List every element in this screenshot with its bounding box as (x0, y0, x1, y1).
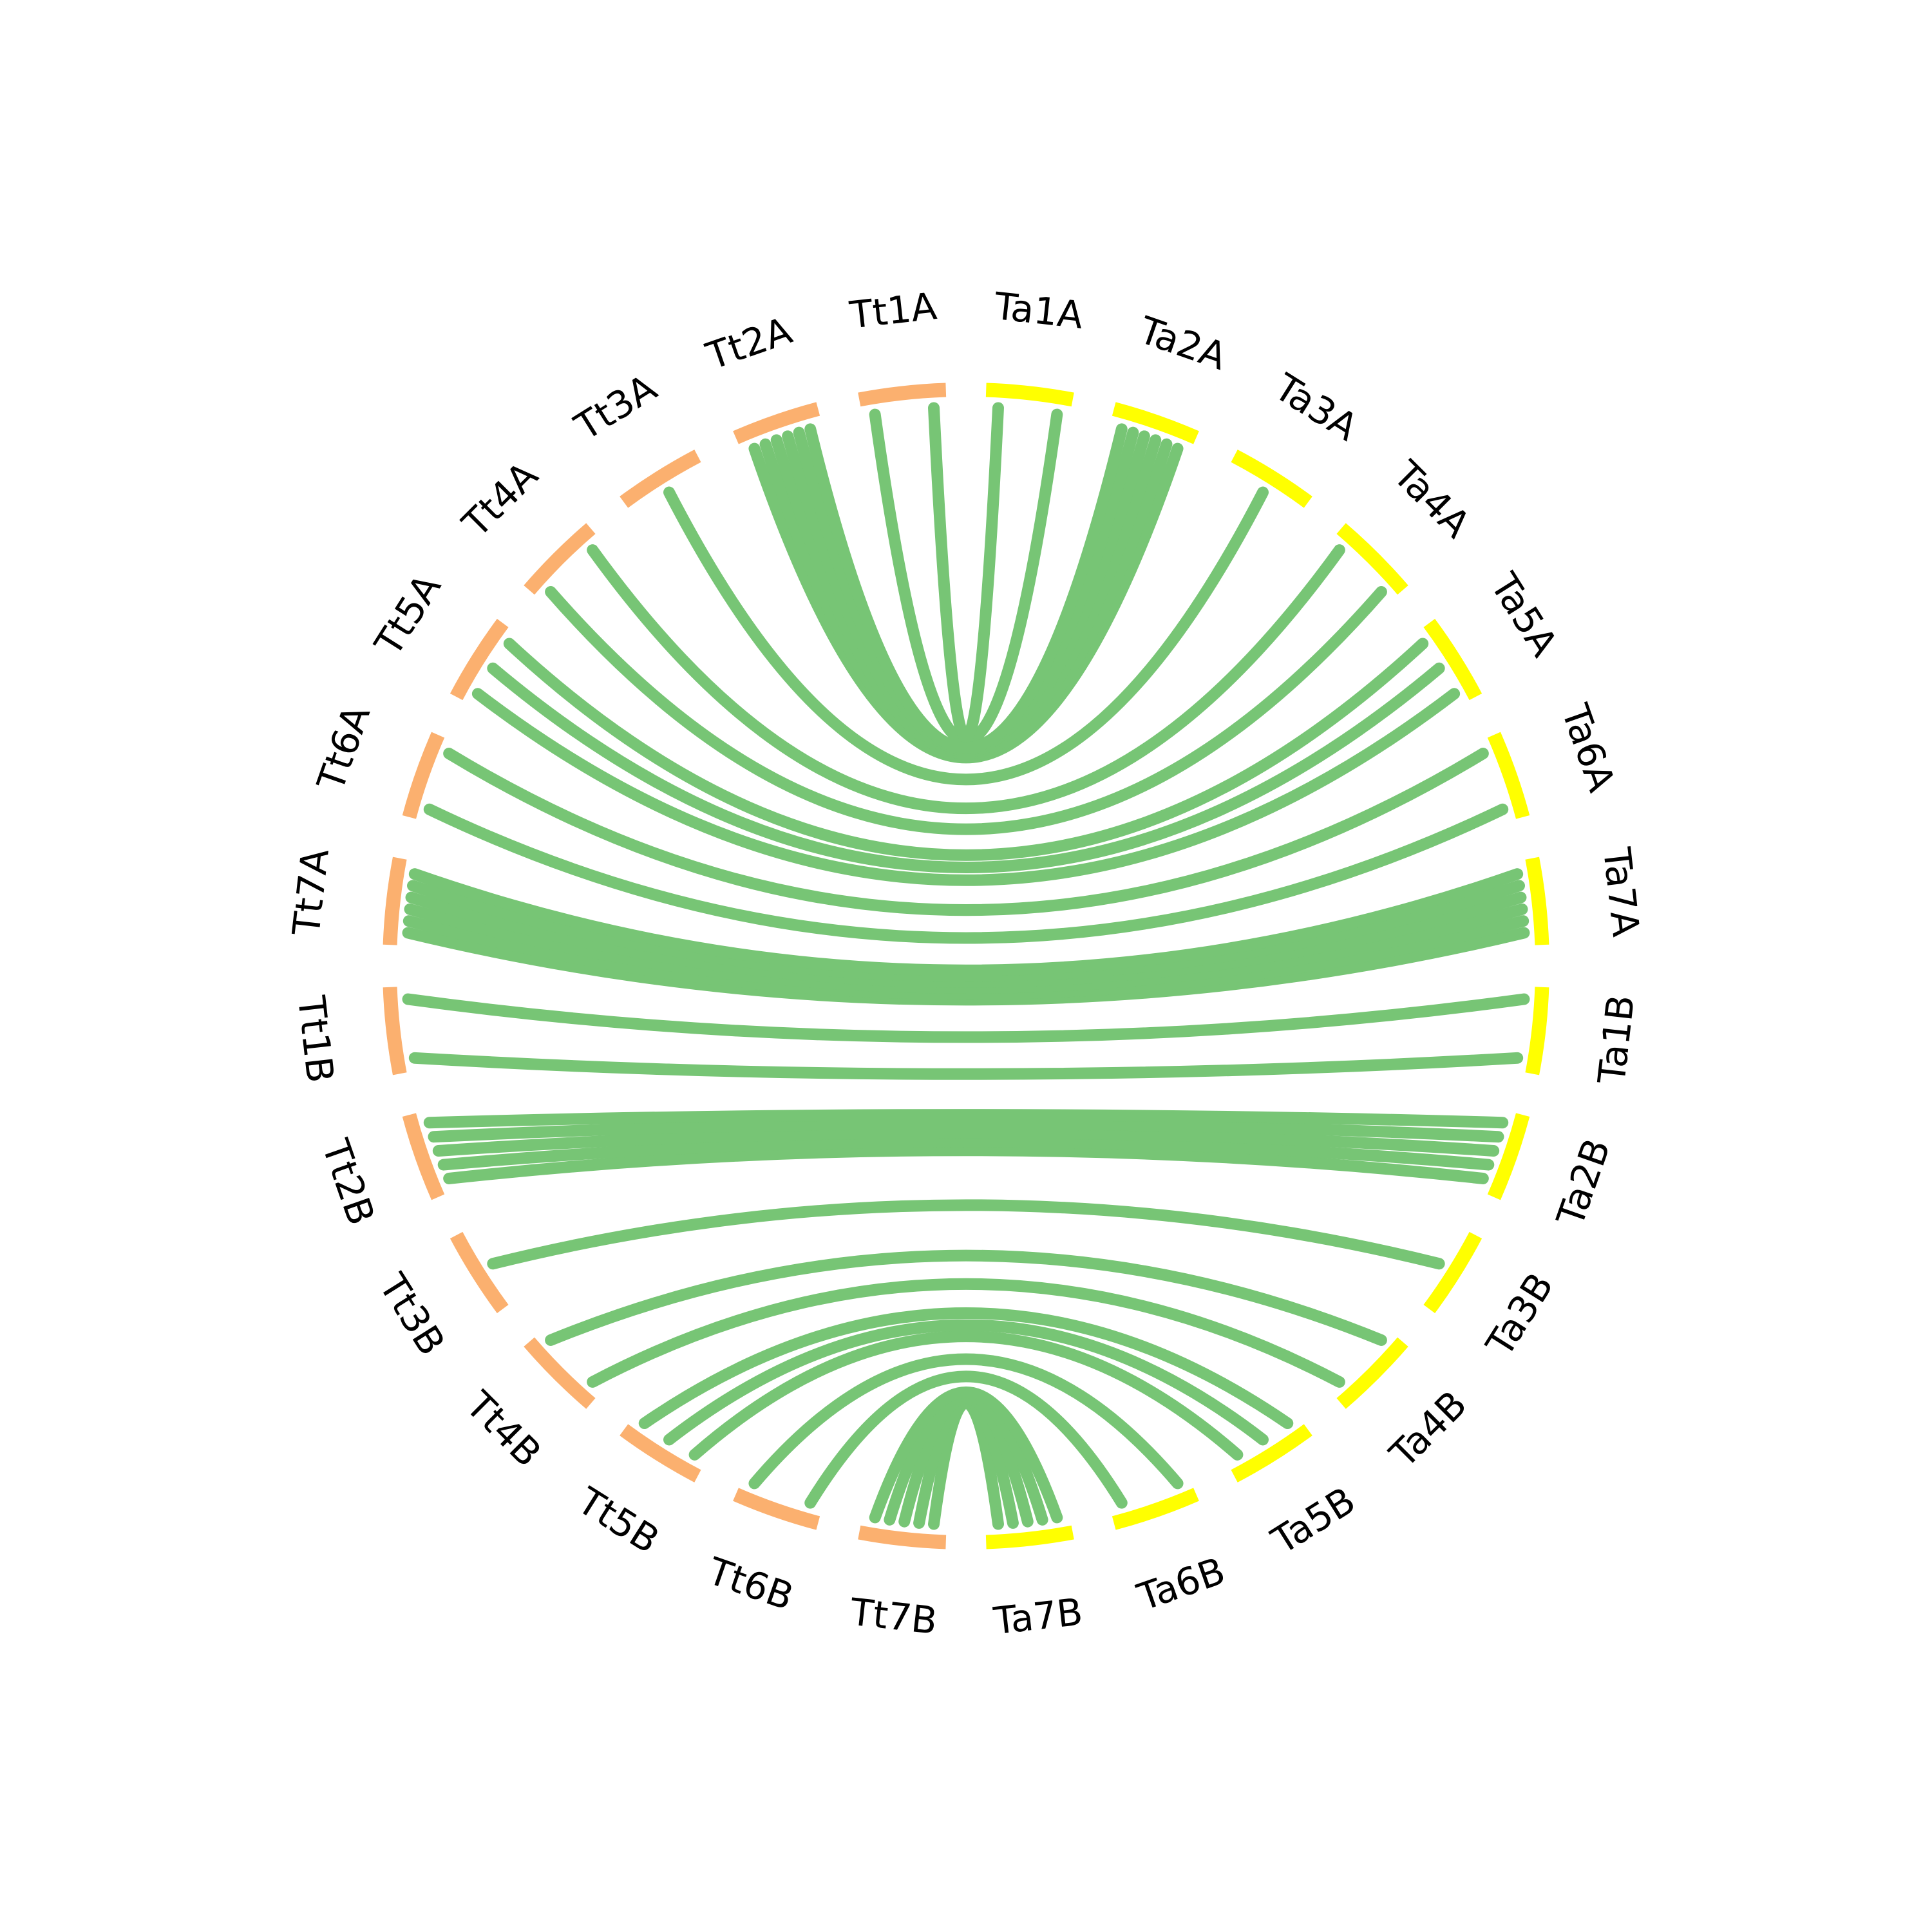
synteny-link-tt2a-ta2a (770, 434, 1162, 759)
chromosome-label-tt1b: Tt1B (289, 993, 343, 1085)
chromosome-segment-tt7a (383, 857, 407, 945)
chromosome-label-tt2a: Tt2A (700, 308, 797, 379)
chromosome-segment-ta5a (1423, 618, 1482, 701)
chromosome-segment-tt3a (620, 450, 701, 508)
synteny-link-tt6b-ta6b (804, 1370, 1128, 1509)
chromosome-label-ta2b: Ta2B (1548, 1133, 1619, 1233)
chromosome-label-tt6b: Tt6B (702, 1549, 799, 1619)
chromosome-segments (383, 383, 1549, 1549)
synteny-link-tt6b-ta6b (748, 1353, 1184, 1490)
synteny-link-tt5b-ta5b (638, 1307, 1294, 1430)
chromosome-label-ta5a: Ta5A (1482, 565, 1567, 664)
synteny-link-tt6a-ta6a (443, 748, 1489, 916)
chromosome-segment-tt2a (733, 402, 820, 444)
synteny-link-tt5b-ta5b (663, 1319, 1269, 1446)
chromosome-label-tt1a: Tt1A (847, 284, 939, 337)
chromosome-segment-tt6a (402, 732, 445, 819)
synteny-link-tt5a-ta5a (487, 662, 1445, 873)
chromosome-label-ta3b: Ta3B (1477, 1265, 1562, 1365)
chromosome-segment-ta7a (1525, 857, 1549, 945)
chromosome-segment-ta3b (1423, 1231, 1482, 1314)
synteny-link-tt5a-ta5a (471, 688, 1461, 886)
chromosome-segment-tt4b (524, 1337, 596, 1409)
synteny-link-tt2b-ta2b (432, 1126, 1500, 1157)
synteny-link-tt2b-ta2b (423, 1109, 1509, 1129)
chromosome-label-tt6a: Tt6A (308, 699, 379, 797)
chromosome-segment-ta4b (1336, 1337, 1408, 1409)
chromosome-label-tt2b: Tt2B (313, 1133, 383, 1231)
synteny-link-tt2a-ta2a (804, 423, 1128, 753)
chromosome-label-ta1b: Ta1B (1589, 992, 1643, 1086)
synteny-link-tt1b-ta1b (402, 993, 1530, 1043)
chromosome-label-ta2a: Ta2A (1133, 308, 1233, 379)
synteny-link-tt7a-ta7a (405, 891, 1527, 988)
synteny-link-tt7a-ta7a (408, 868, 1524, 976)
synteny-link-tt4a-ta4a (587, 544, 1345, 815)
chromosome-segment-ta2a (1112, 402, 1199, 444)
chromosome-label-tt7a: Tt7A (284, 846, 337, 938)
chromosome-label-ta4b: Ta4B (1381, 1382, 1475, 1476)
chromosome-label-tt3a: Tt3A (567, 366, 664, 450)
synteny-link-tt4a-ta4a (545, 586, 1387, 835)
synteny-link-tt1b-ta1b (408, 1052, 1524, 1080)
synteny-links (402, 402, 1530, 1530)
chromosome-label-tt4a: Tt4A (453, 453, 546, 545)
chromosome-segment-ta6b (1112, 1488, 1199, 1530)
synteny-link-tt7b-ta7b (869, 1386, 1063, 1524)
chromosome-segment-ta5b (1231, 1424, 1312, 1482)
chromosome-segment-tt4a (524, 523, 596, 595)
chromosome-label-ta1a: Ta1A (992, 284, 1086, 337)
synteny-link-tt3b-ta3b (487, 1199, 1445, 1270)
synteny-link-tt2b-ta2b (428, 1118, 1504, 1143)
synteny-link-tt7a-ta7a (404, 903, 1528, 994)
synteny-link-tt6a-ta6a (423, 803, 1509, 944)
chromosome-segment-tt5b (620, 1424, 701, 1482)
chromosome-segment-tt1a (858, 383, 947, 407)
chromosome-label-ta7b: Ta7B (991, 1589, 1085, 1643)
chromosome-label-ta6a: Ta6A (1553, 698, 1624, 797)
chromosome-segment-ta6a (1487, 732, 1530, 819)
synteny-link-tt7a-ta7a (402, 915, 1530, 1000)
synteny-link-tt1a-ta1a (928, 402, 1004, 743)
chromosome-segment-tt5a (450, 618, 509, 701)
chromosome-label-tt7b: Tt7B (848, 1590, 940, 1643)
chromosome-segment-ta4a (1336, 523, 1408, 595)
chromosome-segment-tt7b (858, 1525, 947, 1549)
chromosome-label-tt5b: Tt5B (569, 1479, 667, 1562)
chromosome-label-tt5a: Tt5A (366, 566, 450, 663)
chromosome-segment-ta2b (1487, 1113, 1530, 1200)
chromosome-segment-ta1a (985, 383, 1074, 407)
chromosome-segment-tt2b (402, 1113, 445, 1200)
chromosome-segment-ta3a (1231, 450, 1312, 508)
synteny-link-tt2b-ta2b (443, 1144, 1489, 1184)
synteny-link-tt7a-ta7a (402, 927, 1530, 1006)
synteny-link-tt2b-ta2b (437, 1135, 1495, 1171)
chromosome-label-ta4a: Ta4A (1385, 452, 1479, 547)
chromosome-segment-ta1b (1525, 987, 1549, 1075)
synteny-link-tt5b-ta5b (688, 1331, 1244, 1461)
chromosome-label-ta6b: Ta6B (1132, 1549, 1231, 1620)
chromosome-label-ta5b: Ta5B (1264, 1479, 1363, 1563)
synteny-link-tt4b-ta4b (545, 1249, 1387, 1346)
chromosome-label-ta3a: Ta3A (1266, 365, 1365, 450)
synteny-link-tt3a-ta3a (663, 486, 1269, 786)
synteny-link-tt5a-ta5a (503, 638, 1429, 861)
chromosome-segment-tt3b (450, 1231, 509, 1314)
synteny-link-tt4b-ta4b (587, 1278, 1345, 1388)
chromosome-segment-ta7b (985, 1525, 1074, 1549)
chromosome-label-tt4b: Tt4B (457, 1383, 550, 1475)
chromosome-segment-tt6b (733, 1488, 820, 1530)
synteny-link-tt2a-ta2a (782, 430, 1150, 757)
chromosome-label-tt3b: Tt3B (370, 1265, 454, 1363)
chromosome-segment-tt1b (383, 987, 407, 1075)
chromosome-label-ta7a: Ta7A (1595, 845, 1648, 939)
synteny-link-tt2a-ta2a (793, 426, 1139, 755)
